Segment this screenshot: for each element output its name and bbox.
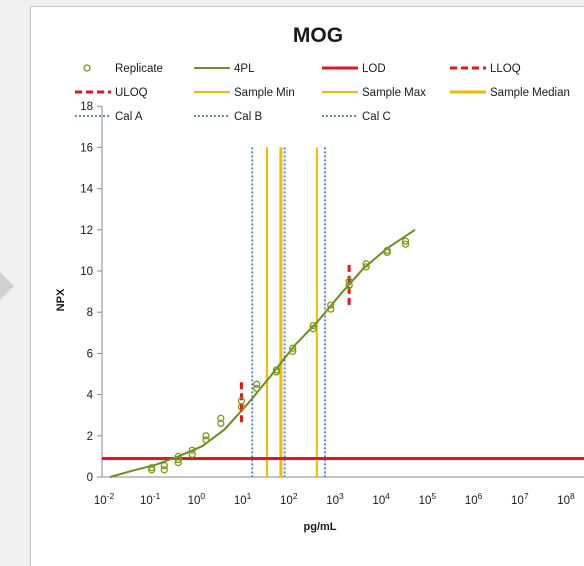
legend-entry: Cal C bbox=[322, 111, 391, 123]
x-tick-label: 101 bbox=[234, 491, 252, 507]
x-tick-label: 102 bbox=[280, 491, 298, 507]
legend-entry: ULOQ bbox=[75, 87, 148, 99]
x-tick-exponent: -1 bbox=[153, 491, 161, 501]
legend-label: Sample Min bbox=[234, 87, 295, 99]
side-arrow-icon bbox=[0, 272, 14, 300]
replicate-point bbox=[253, 384, 261, 393]
y-tick-label: 12 bbox=[80, 225, 93, 237]
y-axis-label: NPX bbox=[55, 288, 67, 311]
x-tick-label: 10-1 bbox=[140, 491, 161, 507]
x-tick-label: 104 bbox=[372, 491, 390, 507]
legend: Replicate 4PL LOD LLOQ ULOQ Sample Min Sample … bbox=[75, 63, 570, 123]
replicate-point bbox=[327, 301, 335, 309]
replicate-point bbox=[401, 240, 410, 248]
replicate-point bbox=[160, 466, 168, 474]
x-tick-exponent: 3 bbox=[339, 491, 344, 501]
legend-label: Cal B bbox=[234, 111, 262, 123]
legend-label: LLOQ bbox=[490, 63, 521, 75]
legend-label: Cal C bbox=[362, 111, 391, 123]
x-tick-label: 108 bbox=[557, 491, 575, 507]
replicate-point bbox=[188, 450, 196, 458]
replicate-point bbox=[174, 452, 182, 461]
x-tick-exponent: 2 bbox=[293, 491, 298, 501]
y-tick-label: 4 bbox=[87, 390, 94, 402]
replicate-point bbox=[289, 344, 297, 352]
y-tick-label: 0 bbox=[87, 472, 93, 484]
legend-entry: Sample Median bbox=[450, 87, 570, 99]
legend-entry: Cal B bbox=[194, 111, 262, 123]
y-tick-label: 14 bbox=[80, 184, 93, 196]
x-tick-label: 100 bbox=[188, 491, 206, 507]
x-tick-exponent: 6 bbox=[478, 491, 483, 501]
replicate-point bbox=[362, 260, 370, 268]
replicate-point bbox=[237, 397, 246, 405]
x-tick-label: 106 bbox=[465, 491, 483, 507]
replicate-point bbox=[383, 246, 391, 255]
x-tick-exponent: -2 bbox=[107, 491, 115, 501]
legend-label: Sample Median bbox=[490, 87, 570, 99]
x-tick-exponent: 5 bbox=[431, 491, 436, 501]
replicate-point bbox=[309, 321, 317, 330]
replicate-point bbox=[217, 414, 225, 422]
legend-swatch bbox=[83, 64, 91, 72]
legend-label: Cal A bbox=[115, 111, 143, 123]
x-tick-label: 10-2 bbox=[94, 491, 115, 507]
replicate-point bbox=[272, 366, 281, 374]
replicate-point bbox=[217, 419, 225, 428]
replicate-point bbox=[345, 277, 353, 285]
legend-entry: Sample Max bbox=[322, 87, 426, 99]
chart-title: MOG bbox=[293, 24, 343, 47]
replicate-point bbox=[174, 455, 182, 464]
replicate-point bbox=[345, 281, 353, 290]
legend-entry: LLOQ bbox=[450, 63, 521, 75]
x-tick-label: 105 bbox=[419, 491, 437, 507]
x-axis-label: pg/mL bbox=[304, 521, 337, 533]
legend-entry: Replicate bbox=[83, 63, 163, 75]
y-tick-label: 10 bbox=[80, 266, 93, 278]
replicate-point bbox=[362, 263, 370, 271]
replicate-point bbox=[253, 380, 261, 388]
replicate-point bbox=[401, 237, 410, 245]
x-tick-exponent: 8 bbox=[570, 491, 575, 501]
legend-label: Replicate bbox=[115, 63, 163, 75]
replicate-point bbox=[309, 325, 317, 333]
y-tick-label: 6 bbox=[87, 348, 93, 360]
x-tick-label: 107 bbox=[511, 491, 529, 507]
replicate-point bbox=[148, 464, 156, 472]
x-tick-exponent: 0 bbox=[200, 491, 205, 501]
y-tick-label: 2 bbox=[87, 431, 93, 443]
replicate-point bbox=[202, 432, 210, 440]
replicate-point bbox=[289, 347, 297, 355]
legend-entry: Sample Min bbox=[194, 87, 295, 99]
legend-label: LOD bbox=[362, 63, 386, 75]
legend-label: ULOQ bbox=[115, 87, 148, 99]
x-tick-label: 103 bbox=[326, 491, 344, 507]
y-tick-label: 8 bbox=[87, 307, 93, 319]
x-tick-exponent: 7 bbox=[524, 491, 529, 501]
x-tick-exponent: 1 bbox=[247, 491, 252, 501]
legend-entry: LOD bbox=[322, 63, 386, 75]
y-tick-label: 16 bbox=[80, 142, 93, 154]
replicate-point bbox=[202, 436, 210, 444]
legend-entry: 4PL bbox=[194, 63, 255, 75]
legend-label: 4PL bbox=[234, 63, 255, 75]
legend-label: Sample Max bbox=[362, 87, 426, 99]
replicate-point bbox=[327, 305, 335, 313]
legend-entry: Cal A bbox=[75, 111, 143, 123]
replicate-point bbox=[188, 446, 196, 454]
replicate-point bbox=[160, 462, 168, 470]
y-tick-label: 18 bbox=[80, 101, 93, 113]
x-tick-exponent: 4 bbox=[385, 491, 390, 501]
